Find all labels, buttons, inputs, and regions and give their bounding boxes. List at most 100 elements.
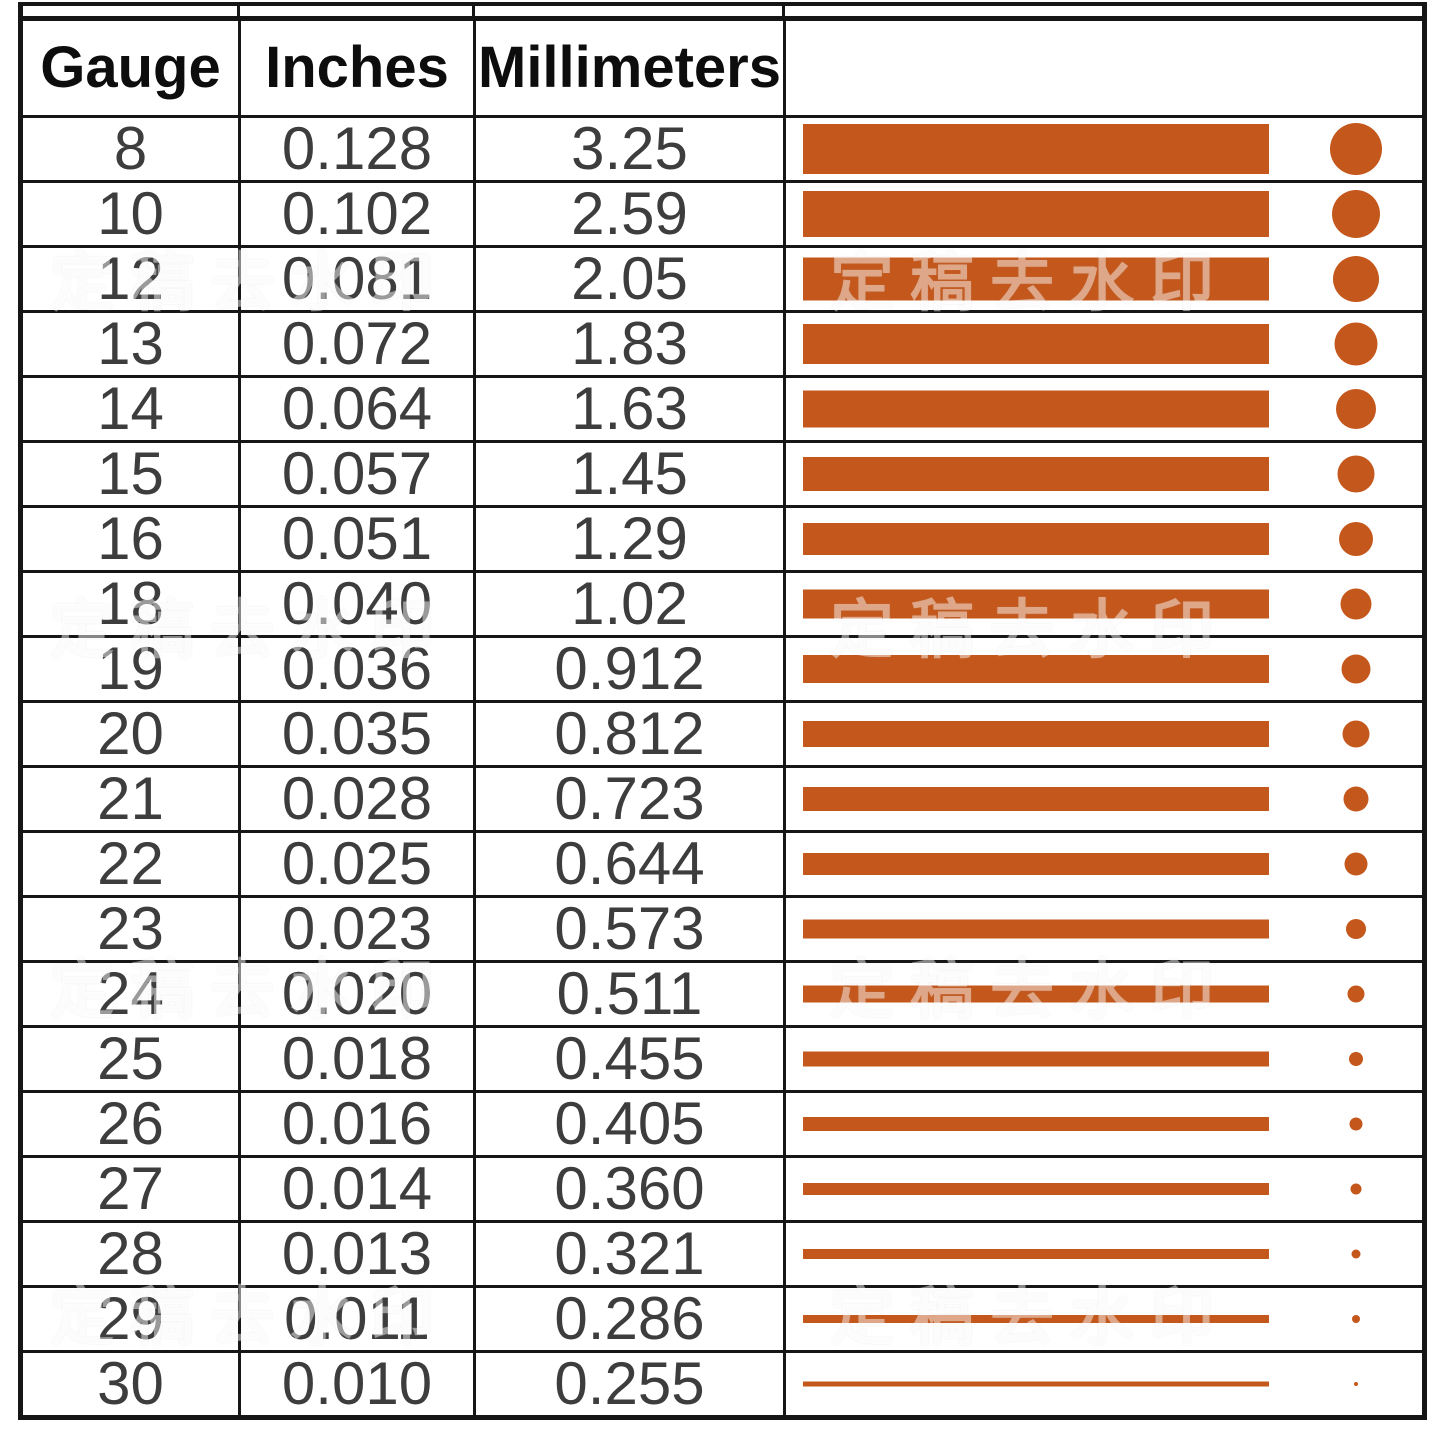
size-visual-cell [783,115,1426,183]
wire-thickness-bar [803,1183,1269,1195]
column-header-visual [783,17,1426,118]
inches-value: 0.020 [238,960,476,1028]
wire-thickness-bar [803,1249,1269,1259]
cropped-row-remnant-line [18,2,1427,6]
wire-thickness-bar [803,1051,1269,1067]
wire-diameter-dot [1344,852,1368,876]
wire-thickness-bar [803,721,1269,747]
wire-diameter-dot [1351,1249,1361,1259]
size-visual-cell [783,1025,1426,1093]
size-visual-cell [783,310,1426,378]
wire-thickness-bar [803,1315,1269,1323]
cropped-row-remnant-border [18,2,23,17]
wire-diameter-dot [1334,322,1378,366]
size-visual-cell [783,700,1426,768]
wire-diameter-dot [1342,720,1370,748]
table-row: 24 0.020 0.511 [19,960,1426,1028]
size-visual-cell [783,375,1426,443]
gauge-value: 29 [19,1285,241,1353]
wire-thickness-bar [803,324,1269,364]
inches-value: 0.051 [238,505,476,573]
wire-thickness-bar [803,985,1269,1003]
gauge-value: 26 [19,1090,241,1158]
wire-diameter-dot [1337,455,1375,493]
cropped-row-remnant-divider [472,2,475,17]
wire-diameter-dot [1354,1382,1358,1386]
millimeters-value: 0.321 [473,1220,786,1288]
size-visual-cell [783,1220,1426,1288]
inches-value: 0.040 [238,570,476,638]
table-row: 8 0.128 3.25 [19,115,1426,183]
size-visual-cell [783,830,1426,898]
wire-thickness-bar [803,853,1269,875]
gauge-value: 27 [19,1155,241,1223]
wire-thickness-bar [803,589,1269,619]
gauge-value: 15 [19,440,241,508]
wire-diameter-dot [1346,919,1366,939]
millimeters-value: 3.25 [473,115,786,183]
inches-value: 0.057 [238,440,476,508]
size-visual-cell [783,1285,1426,1353]
wire-thickness-bar [803,457,1269,491]
inches-value: 0.102 [238,180,476,248]
millimeters-value: 0.912 [473,635,786,703]
gauge-value: 21 [19,765,241,833]
wire-thickness-bar [803,523,1269,555]
column-header-gauge: Gauge [19,17,241,118]
wire-diameter-dot [1349,1117,1363,1131]
table-row: 23 0.023 0.573 [19,895,1426,963]
wire-thickness-bar [803,1381,1269,1387]
millimeters-value: 0.812 [473,700,786,768]
wire-diameter-dot [1332,190,1380,238]
table-row: 10 0.102 2.59 [19,180,1426,248]
wire-thickness-bar [803,390,1269,428]
wire-diameter-dot [1339,522,1373,556]
gauge-value: 10 [19,180,241,248]
inches-value: 0.035 [238,700,476,768]
table-row: 30 0.010 0.255 [19,1350,1426,1419]
millimeters-value: 0.255 [473,1350,786,1419]
wire-thickness-bar [803,191,1269,237]
header-row: Gauge Inches Millimeters [19,17,1426,118]
size-visual-cell [783,765,1426,833]
gauge-value: 28 [19,1220,241,1288]
size-visual-cell [783,180,1426,248]
inches-value: 0.013 [238,1220,476,1288]
inches-value: 0.064 [238,375,476,443]
millimeters-value: 0.455 [473,1025,786,1093]
size-visual-cell [783,1155,1426,1223]
wire-diameter-dot [1340,588,1372,620]
millimeters-value: 0.573 [473,895,786,963]
wire-diameter-dot [1341,654,1371,684]
wire-thickness-bar [803,257,1269,301]
millimeters-value: 1.83 [473,310,786,378]
column-header-millimeters: Millimeters [473,17,786,118]
gauge-value: 20 [19,700,241,768]
inches-value: 0.014 [238,1155,476,1223]
gauge-value: 13 [19,310,241,378]
table-row: 29 0.011 0.286 [19,1285,1426,1353]
wire-diameter-dot [1336,389,1376,429]
size-visual-cell [783,570,1426,638]
table-row: 18 0.040 1.02 [19,570,1426,638]
size-visual-cell [783,960,1426,1028]
cropped-row-remnant-divider [237,2,240,17]
inches-value: 0.016 [238,1090,476,1158]
millimeters-value: 1.29 [473,505,786,573]
wire-thickness-bar [803,787,1269,811]
millimeters-value: 0.723 [473,765,786,833]
millimeters-value: 2.05 [473,245,786,313]
size-visual-cell [783,895,1426,963]
millimeters-value: 0.405 [473,1090,786,1158]
inches-value: 0.018 [238,1025,476,1093]
size-visual-cell [783,635,1426,703]
gauge-value: 22 [19,830,241,898]
gauge-value: 14 [19,375,241,443]
millimeters-value: 0.644 [473,830,786,898]
millimeters-value: 0.286 [473,1285,786,1353]
inches-value: 0.081 [238,245,476,313]
millimeters-value: 1.63 [473,375,786,443]
size-visual-cell [783,245,1426,313]
inches-value: 0.010 [238,1350,476,1419]
